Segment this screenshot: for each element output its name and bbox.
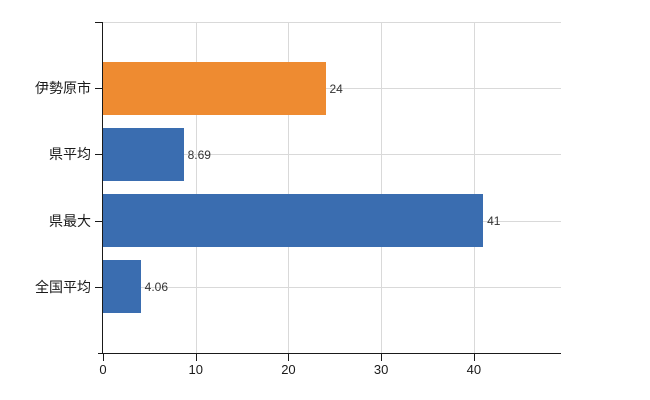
x-axis-tick-label-0: 0 <box>99 362 107 377</box>
plot-area: 0 10 20 30 40 伊勢原市 24 県平均 8.69 県最大 41 全国平均 4.06 <box>35 22 561 376</box>
gridline-category-1 <box>103 154 561 156</box>
value-label-0: 24 <box>329 81 343 96</box>
x-axis-tick-label-40: 40 <box>466 362 482 377</box>
x-axis-tick-40 <box>473 354 475 361</box>
category-label-0: 伊勢原市 <box>35 80 91 97</box>
category-label-3: 全国平均 <box>35 278 91 295</box>
y-axis-tick-0 <box>95 88 103 90</box>
gridline-x-30 <box>381 22 383 353</box>
gridline-category-0 <box>103 88 561 90</box>
y-axis-tick-2 <box>95 220 103 222</box>
value-label-1: 8.69 <box>187 147 211 162</box>
gridline-x-20 <box>288 22 290 353</box>
bar-1 <box>103 127 184 181</box>
gridline-x-10 <box>195 22 197 353</box>
x-axis-tick-0 <box>103 354 104 361</box>
value-label-2: 41 <box>487 214 501 229</box>
gridline-top <box>103 22 561 23</box>
x-axis-tick-label-10: 10 <box>188 362 203 377</box>
x-axis-tick-label-20: 20 <box>281 362 296 377</box>
category-label-1: 県平均 <box>49 146 91 163</box>
x-axis-tick-20 <box>288 354 290 361</box>
bar-3 <box>103 260 141 314</box>
bar-0 <box>103 61 326 115</box>
category-label-2: 県最大 <box>49 212 91 229</box>
x-axis-line <box>98 353 103 354</box>
value-label-3: 4.06 <box>144 280 168 295</box>
bar-2 <box>103 194 484 248</box>
gridline-x-40 <box>473 22 475 353</box>
gridline-category-3 <box>103 286 561 288</box>
y-axis-top-tick <box>95 22 103 23</box>
x-axis-tick-label-30: 30 <box>373 362 389 377</box>
y-axis-tick-3 <box>95 286 103 288</box>
x-axis-tick-30 <box>381 354 383 361</box>
x-axis-tick-10 <box>195 354 197 361</box>
y-axis-tick-1 <box>95 154 103 156</box>
